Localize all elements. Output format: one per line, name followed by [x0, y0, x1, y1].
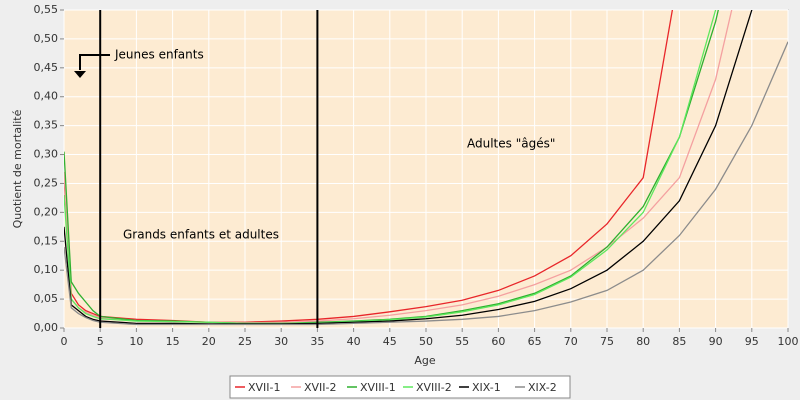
y-tick-label: 0,45 — [34, 61, 59, 74]
x-tick-label: 50 — [419, 335, 433, 348]
y-tick-label: 0,30 — [34, 148, 59, 161]
y-tick-label: 0,05 — [34, 292, 59, 305]
series-line — [64, 10, 674, 323]
x-tick-label: 55 — [455, 335, 469, 348]
x-tick-label: 65 — [528, 335, 542, 348]
series-line — [64, 41, 788, 326]
x-tick-label: 85 — [672, 335, 686, 348]
legend-label: XVII-2 — [304, 381, 337, 394]
y-tick-label: 0,40 — [34, 90, 59, 103]
legend-label: XVIII-1 — [360, 381, 396, 394]
y-axis-label: Quotient de mortalité — [11, 109, 24, 228]
legend-label: XVIII-2 — [416, 381, 452, 394]
x-tick-label: 20 — [202, 335, 216, 348]
y-tick-label: 0,20 — [34, 205, 59, 218]
y-tick-label: 0,35 — [34, 119, 59, 132]
x-tick-label: 0 — [61, 335, 68, 348]
x-tick-label: 15 — [166, 335, 180, 348]
annotation: Grands enfants et adultes — [123, 228, 279, 242]
x-tick-label: 25 — [238, 335, 252, 348]
annotation: Adultes "âgés" — [467, 137, 555, 151]
y-tick-label: 0,00 — [34, 321, 59, 334]
y-tick-label: 0,15 — [34, 234, 59, 247]
x-axis-label: Age — [414, 354, 436, 367]
legend-label: XIX-1 — [472, 381, 501, 394]
x-tick-label: 30 — [274, 335, 288, 348]
legend-label: XVII-1 — [248, 381, 281, 394]
lines — [64, 10, 788, 326]
x-tick-label: 90 — [709, 335, 723, 348]
y-tick-label: 0,25 — [34, 176, 59, 189]
legend-items: XVII-1 XVII-2 XVIII-1 XVIII-2 XIX-1 XIX-2 — [235, 381, 557, 394]
y-tick-label: 0,55 — [34, 3, 59, 16]
grid — [63, 9, 789, 329]
x-tick-label: 75 — [600, 335, 614, 348]
legend — [229, 375, 571, 399]
x-tick-label: 35 — [310, 335, 324, 348]
x-tick-label: 80 — [636, 335, 650, 348]
y-tick-label: 0,50 — [34, 32, 59, 45]
series-line — [64, 10, 733, 324]
x-tick-label: 5 — [97, 335, 104, 348]
x-tick-label: 40 — [347, 335, 361, 348]
legend-label: XIX-2 — [528, 381, 557, 394]
x-tick-label: 45 — [383, 335, 397, 348]
x-tick-label: 100 — [778, 335, 799, 348]
x-tick-label: 10 — [129, 335, 143, 348]
series-line — [64, 10, 753, 325]
annotation: Jeunes enfants — [114, 48, 204, 62]
arrow-head — [74, 71, 86, 78]
y-tick-label: 0,10 — [34, 263, 59, 276]
x-tick-label: 60 — [491, 335, 505, 348]
x-tick-label: 95 — [745, 335, 759, 348]
x-tick-label: 70 — [564, 335, 578, 348]
